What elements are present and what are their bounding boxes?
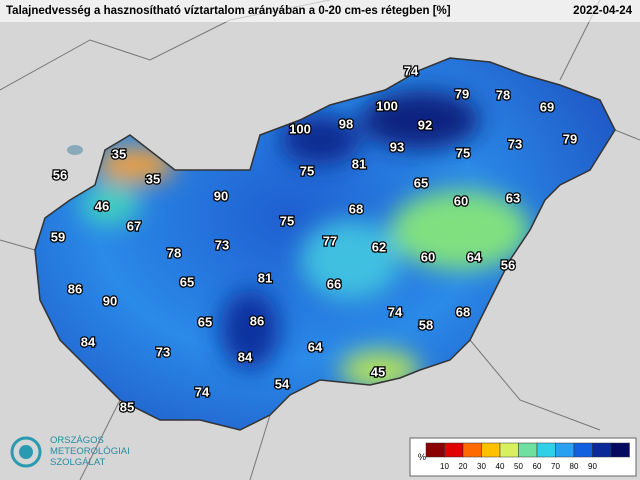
legend-swatch (573, 442, 593, 458)
station-value: 81 (258, 270, 272, 285)
station-value: 69 (540, 99, 554, 114)
station-value: 74 (404, 63, 419, 78)
station-value: 60 (454, 193, 468, 208)
legend-swatch (444, 442, 464, 458)
station-value: 67 (127, 218, 141, 233)
legend-tick: 20 (459, 462, 468, 471)
station-value: 56 (53, 167, 67, 182)
station-value: 78 (167, 245, 181, 260)
station-value: 65 (198, 314, 212, 329)
legend-swatch (610, 442, 630, 458)
station-value: 68 (456, 304, 470, 319)
station-value: 74 (195, 384, 210, 399)
legend-swatch (518, 442, 538, 458)
lake (67, 145, 83, 155)
date: 2022-04-24 (573, 5, 632, 17)
station-value: 68 (349, 201, 363, 216)
station-value: 65 (180, 274, 194, 289)
station-value: 98 (339, 116, 353, 131)
station-value: 74 (388, 304, 403, 319)
station-value: 92 (418, 117, 432, 132)
legend: % 10 20 30 40 50 60 70 80 90 (409, 437, 637, 477)
station-value: 46 (95, 198, 109, 213)
station-value: 73 (508, 136, 522, 151)
legend-tick: 40 (496, 462, 505, 471)
station-value: 54 (275, 376, 290, 391)
station-value: 35 (146, 171, 160, 186)
station-value: 81 (352, 156, 366, 171)
legend-swatch (592, 442, 612, 458)
station-value: 62 (372, 239, 386, 254)
logo-line: ORSZÁGOS (50, 435, 104, 446)
station-value: 85 (120, 399, 134, 414)
station-value: 35 (112, 146, 126, 161)
legend-tick: 90 (588, 462, 597, 471)
logo-line: METEOROLÓGIAI (50, 446, 130, 457)
station-value: 64 (308, 339, 323, 354)
legend-swatch (462, 442, 482, 458)
station-value: 59 (51, 229, 65, 244)
legend-unit: % (418, 452, 426, 462)
station-value: 60 (421, 249, 435, 264)
station-value: 64 (467, 249, 482, 264)
station-value: 77 (323, 233, 337, 248)
legend-swatch (425, 442, 445, 458)
station-value: 84 (81, 334, 96, 349)
title-bar (0, 0, 640, 22)
station-value: 63 (506, 190, 520, 205)
title: Talajnedvesség a hasznosítható víztartal… (6, 5, 451, 17)
legend-tick: 50 (514, 462, 523, 471)
station-value: 100 (376, 98, 398, 113)
station-value: 75 (300, 163, 314, 178)
station-value: 100 (289, 121, 311, 136)
legend-tick: 10 (440, 462, 449, 471)
station-value: 90 (214, 188, 228, 203)
station-value: 84 (238, 349, 253, 364)
station-value: 79 (455, 86, 469, 101)
station-value: 79 (563, 131, 577, 146)
station-value: 66 (327, 276, 341, 291)
legend-swatch (499, 442, 519, 458)
legend-swatch (555, 442, 575, 458)
station-value: 78 (496, 87, 510, 102)
legend-tick: 60 (533, 462, 542, 471)
station-value: 58 (419, 317, 433, 332)
station-value: 90 (103, 293, 117, 308)
station-value: 86 (250, 313, 264, 328)
legend-tick: 30 (477, 462, 486, 471)
legend-swatch (481, 442, 501, 458)
logo-line: SZOLGÁLAT (50, 457, 105, 468)
station-value: 75 (280, 213, 294, 228)
station-value: 45 (371, 364, 385, 379)
legend-tick: 70 (551, 462, 560, 471)
station-value: 73 (156, 344, 170, 359)
station-value: 65 (414, 175, 428, 190)
legend-swatch (536, 442, 556, 458)
station-value: 86 (68, 281, 82, 296)
logo: ORSZÁGOS METEOROLÓGIAI SZOLGÁLAT (10, 435, 130, 468)
station-value: 93 (390, 139, 404, 154)
legend-tick: 80 (570, 462, 579, 471)
station-value: 73 (215, 237, 229, 252)
station-value: 75 (456, 145, 470, 160)
station-value: 56 (501, 257, 515, 272)
